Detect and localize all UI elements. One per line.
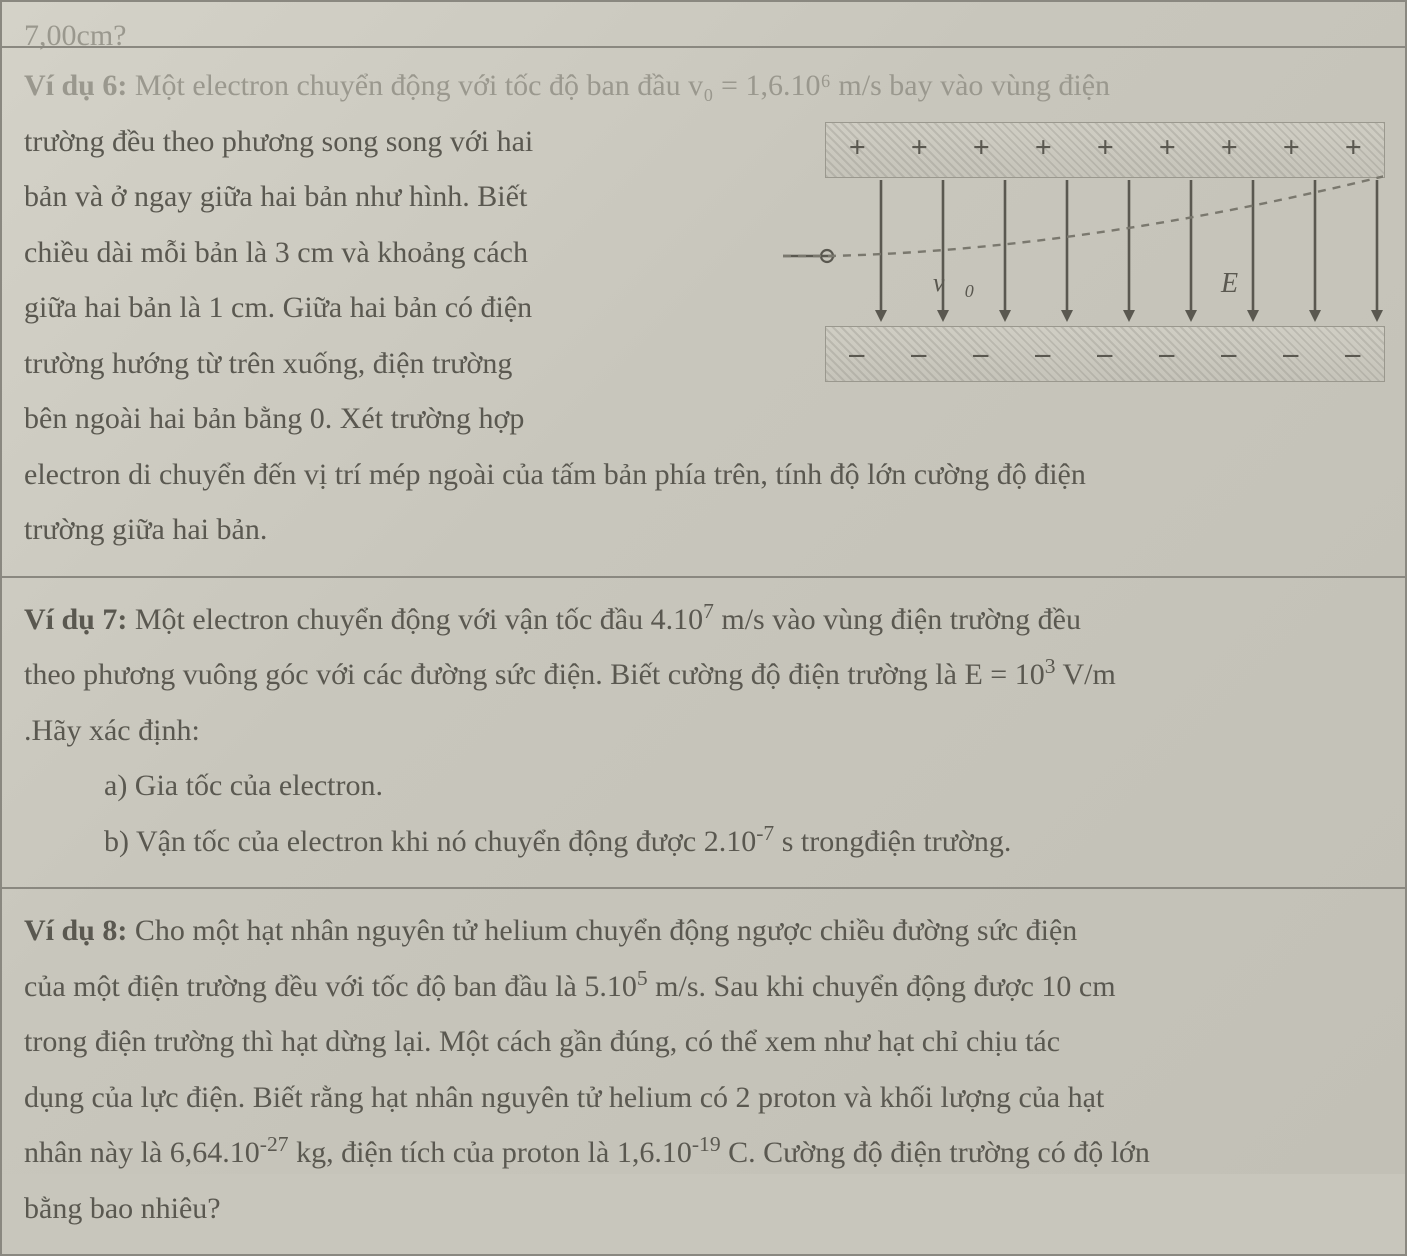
vd8-line5: nhân này là 6,64.10-27 kg, điện tích của… bbox=[24, 1125, 1383, 1181]
example-6: Ví dụ 6: Một electron chuyển động với tố… bbox=[0, 46, 1407, 576]
v0-label: v⃗0 bbox=[933, 268, 974, 298]
vd6-tail-0: electron di chuyển đến vị trí mép ngoài … bbox=[24, 447, 1383, 503]
bottom-plate-marks: ––––––––– bbox=[826, 337, 1384, 371]
minus-mark: – bbox=[1036, 337, 1051, 371]
vd6-l1: bản và ở ngay giữa hai bản như hình. Biế… bbox=[24, 169, 684, 225]
vd6-diagram: + + + + + + + + + – – – – – – – – – v⃗0 E⃗ bbox=[783, 122, 1383, 382]
vd6-l0: trường đều theo phương song song với hai bbox=[24, 114, 684, 170]
minus-mark: – bbox=[1160, 337, 1175, 371]
plus-mark: + bbox=[1282, 131, 1299, 165]
top-plate-marks: + + + + + + + + + bbox=[826, 133, 1384, 167]
vd8-l5e: Cường độ điện trường có độ lớn bbox=[756, 1136, 1150, 1169]
vd8-line6: bằng bao nhiêu? bbox=[24, 1181, 1383, 1237]
plus-mark: + bbox=[1096, 131, 1113, 165]
vd6-l5: bên ngoài hai bản bằng 0. Xét trường hợp bbox=[24, 391, 684, 447]
e-vector-label: E⃗ bbox=[1221, 268, 1260, 300]
vd7-b-pre: b) Vận tốc của electron khi nó chuyển độ… bbox=[104, 825, 704, 858]
vd7-line2: theo phương vuông góc với các đường sức … bbox=[24, 647, 1383, 703]
vd8-line2: của một điện trường đều với tốc độ ban đ… bbox=[24, 959, 1383, 1015]
minus-mark: – bbox=[1284, 337, 1299, 371]
vd8-l5a: nhân này là bbox=[24, 1136, 170, 1169]
example-7: Ví dụ 7: Một electron chuyển động với vậ… bbox=[0, 576, 1407, 888]
vd6-tail-1: trường giữa hai bản. bbox=[24, 502, 1383, 558]
vd8-line3: trong điện trường thì hạt dừng lại. Một … bbox=[24, 1014, 1383, 1070]
arrowhead-icon bbox=[1247, 310, 1259, 322]
vd6-prefix: Ví dụ 6: bbox=[24, 69, 127, 102]
vd7-l1a: Một electron chuyển động với vận tốc đầu bbox=[135, 603, 651, 636]
vd8-line4: dụng của lực điện. Biết rằng hạt nhân ng… bbox=[24, 1070, 1383, 1126]
vd8-l2c: Sau khi chuyển động được 10 cm bbox=[706, 970, 1116, 1003]
plus-mark: + bbox=[910, 131, 927, 165]
top-plate: + + + + + + + + + bbox=[825, 122, 1385, 178]
vd7-ask: .Hãy xác định: bbox=[24, 703, 1383, 759]
plus-mark: + bbox=[1034, 131, 1051, 165]
minus-mark: – bbox=[974, 337, 989, 371]
arrowhead-icon bbox=[999, 310, 1011, 322]
minus-mark: – bbox=[1346, 337, 1361, 371]
vd6-l4: trường hướng từ trên xuống, điện trường bbox=[24, 336, 684, 392]
arrowhead-icon bbox=[875, 310, 887, 322]
vd7-l1b: 4.107 m/s bbox=[651, 603, 765, 636]
vd6-intro-text: Một electron chuyển động với tốc độ ban … bbox=[135, 69, 1110, 102]
minus-mark: – bbox=[912, 337, 927, 371]
minus-mark: – bbox=[850, 337, 865, 371]
vd7-a: a) Gia tốc của electron. bbox=[24, 758, 1383, 814]
vd8-l1: Cho một hạt nhân nguyên tử helium chuyển… bbox=[135, 914, 1077, 947]
bottom-plate: ––––––––– bbox=[825, 326, 1385, 382]
plus-mark: + bbox=[1220, 131, 1237, 165]
vd7-b-val: 2.10-7 s bbox=[704, 825, 794, 858]
arrowhead-icon bbox=[1309, 310, 1321, 322]
vd7-line1: Ví dụ 7: Một electron chuyển động với vậ… bbox=[24, 592, 1383, 648]
vd8-l5b: 6,64.10-27 kg, bbox=[170, 1136, 334, 1169]
vd7-b: b) Vận tốc của electron khi nó chuyển độ… bbox=[24, 814, 1383, 870]
arrowhead-icon bbox=[1061, 310, 1073, 322]
example-8: Ví dụ 8: Cho một hạt nhân nguyên tử heli… bbox=[0, 887, 1407, 1256]
minus-mark: – bbox=[1222, 337, 1237, 371]
arrowhead-icon bbox=[1371, 310, 1383, 322]
vd8-prefix: Ví dụ 8: bbox=[24, 914, 127, 947]
vd7-prefix: Ví dụ 7: bbox=[24, 603, 127, 636]
plus-mark: + bbox=[972, 131, 989, 165]
vd7-l2a: theo phương vuông góc với các đường sức … bbox=[24, 658, 964, 691]
page: 7,00cm? Ví dụ 6: Một electron chuyển độn… bbox=[0, 0, 1407, 1174]
arrowhead-icon bbox=[937, 310, 949, 322]
arrowhead-icon bbox=[1123, 310, 1135, 322]
vd6-intro: Ví dụ 6: Một electron chuyển động với tố… bbox=[24, 58, 1383, 114]
arrowhead-icon bbox=[1185, 310, 1197, 322]
vd7-l1c: vào vùng điện trường đều bbox=[765, 603, 1081, 636]
plus-mark: + bbox=[1158, 131, 1175, 165]
fragment-row: 7,00cm? bbox=[0, 0, 1407, 46]
vd6-left-text: trường đều theo phương song song với hai… bbox=[24, 114, 684, 447]
vd8-l5c: điện tích của proton là bbox=[334, 1136, 617, 1169]
electron-icon bbox=[821, 250, 833, 262]
vd8-l5d: 1,6.10-19 C. bbox=[617, 1136, 756, 1169]
minus-mark: – bbox=[1098, 337, 1113, 371]
trajectory-curve bbox=[783, 176, 1383, 256]
vd8-l2a: của một điện trường đều với tốc độ ban đ… bbox=[24, 970, 584, 1003]
plus-mark: + bbox=[1344, 131, 1361, 165]
vd6-l2: chiều dài mỗi bản là 3 cm và khoảng cách bbox=[24, 225, 684, 281]
vd7-b-post: trongđiện trường. bbox=[793, 825, 1011, 858]
vd8-l2b: 5.105 m/s. bbox=[584, 970, 706, 1003]
vd8-line1: Ví dụ 8: Cho một hạt nhân nguyên tử heli… bbox=[24, 903, 1383, 959]
vd6-l3: giữa hai bản là 1 cm. Giữa hai bản có đi… bbox=[24, 280, 684, 336]
plus-mark: + bbox=[848, 131, 865, 165]
vd7-l2b: E = 103 V/m bbox=[964, 658, 1115, 691]
